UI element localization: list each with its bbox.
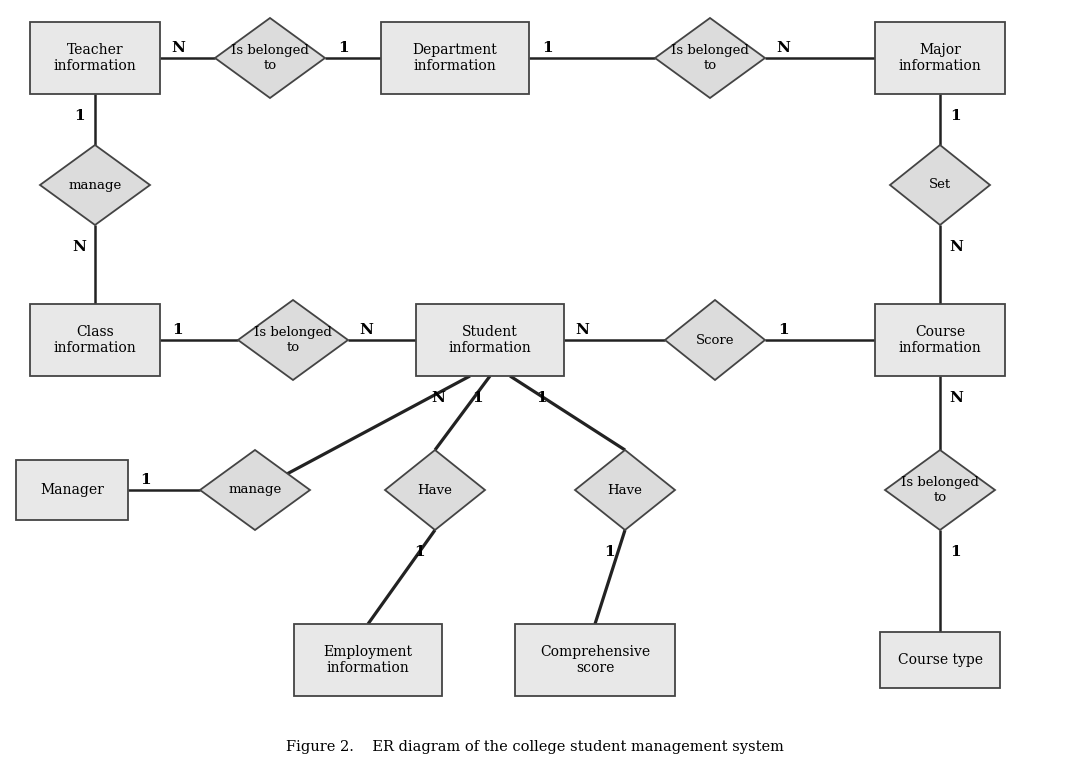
- Text: Set: Set: [929, 179, 951, 191]
- Text: 1: 1: [338, 41, 349, 55]
- Text: Class
information: Class information: [54, 325, 136, 355]
- Polygon shape: [890, 145, 990, 225]
- Text: 1: 1: [74, 109, 85, 123]
- Text: N: N: [360, 323, 373, 337]
- FancyBboxPatch shape: [515, 624, 675, 696]
- Text: 1: 1: [950, 545, 961, 559]
- Text: Have: Have: [608, 484, 642, 496]
- Text: 1: 1: [537, 391, 548, 405]
- Text: 1: 1: [541, 41, 552, 55]
- Text: Have: Have: [417, 484, 453, 496]
- FancyBboxPatch shape: [416, 304, 564, 376]
- Text: Course
information: Course information: [899, 325, 981, 355]
- Text: Course type: Course type: [898, 653, 982, 667]
- FancyBboxPatch shape: [30, 304, 160, 376]
- Text: Employment
information: Employment information: [323, 645, 413, 675]
- Polygon shape: [200, 450, 310, 530]
- Text: Teacher
information: Teacher information: [54, 43, 136, 73]
- Text: 1: 1: [603, 545, 614, 559]
- FancyBboxPatch shape: [880, 632, 1000, 688]
- Polygon shape: [238, 300, 348, 380]
- FancyBboxPatch shape: [16, 460, 128, 520]
- Text: Is belonged
to: Is belonged to: [231, 44, 309, 72]
- Text: 1: 1: [172, 323, 183, 337]
- Text: N: N: [575, 323, 588, 337]
- Text: 1: 1: [950, 109, 961, 123]
- Text: manage: manage: [228, 484, 281, 496]
- Text: Comprehensive
score: Comprehensive score: [540, 645, 651, 675]
- Polygon shape: [664, 300, 765, 380]
- Text: Is belonged
to: Is belonged to: [254, 326, 332, 354]
- Text: N: N: [949, 240, 963, 254]
- Text: 1: 1: [414, 545, 425, 559]
- Text: N: N: [171, 41, 185, 55]
- Polygon shape: [655, 18, 765, 98]
- Text: N: N: [72, 240, 86, 254]
- Text: N: N: [431, 391, 445, 405]
- FancyBboxPatch shape: [875, 304, 1005, 376]
- FancyBboxPatch shape: [381, 22, 529, 94]
- Text: N: N: [949, 391, 963, 405]
- FancyBboxPatch shape: [294, 624, 442, 696]
- Text: Student
information: Student information: [448, 325, 532, 355]
- Polygon shape: [385, 450, 485, 530]
- Text: Is belonged
to: Is belonged to: [901, 476, 979, 504]
- Text: 1: 1: [473, 391, 484, 405]
- Text: Manager: Manager: [40, 483, 104, 497]
- Polygon shape: [40, 145, 150, 225]
- Text: manage: manage: [68, 179, 122, 191]
- Text: N: N: [776, 41, 790, 55]
- Text: Major
information: Major information: [899, 43, 981, 73]
- Polygon shape: [215, 18, 325, 98]
- FancyBboxPatch shape: [30, 22, 160, 94]
- Text: Score: Score: [696, 334, 734, 347]
- Text: Department
information: Department information: [413, 43, 498, 73]
- Text: Figure 2.    ER diagram of the college student management system: Figure 2. ER diagram of the college stud…: [286, 740, 784, 754]
- Text: 1: 1: [140, 473, 151, 487]
- Polygon shape: [885, 450, 995, 530]
- Text: Is belonged
to: Is belonged to: [671, 44, 749, 72]
- Polygon shape: [575, 450, 675, 530]
- FancyBboxPatch shape: [875, 22, 1005, 94]
- Text: 1: 1: [778, 323, 789, 337]
